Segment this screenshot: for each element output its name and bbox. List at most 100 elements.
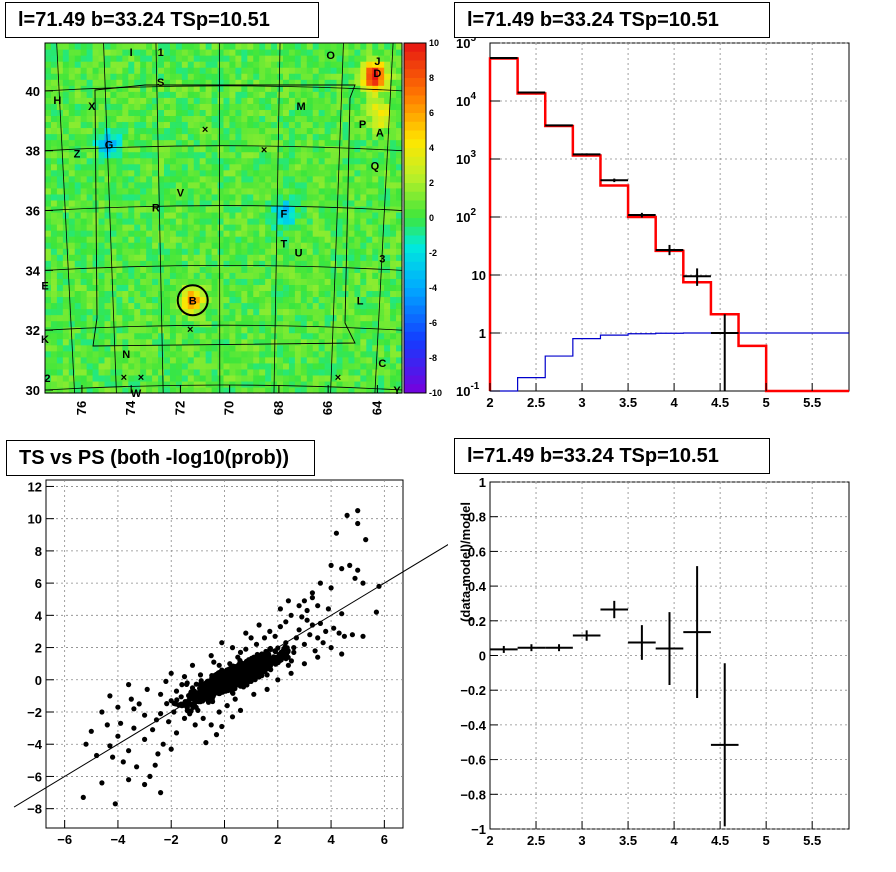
heatmap-cell [324, 103, 332, 110]
heatmap-cell [92, 254, 100, 261]
heatmap-cell [104, 224, 112, 231]
heatmap-cell [146, 278, 153, 285]
heatmap-cell [146, 350, 153, 358]
heatmap-cell [271, 103, 278, 110]
heatmap-cell [50, 187, 58, 195]
heatmap-cell [62, 121, 70, 129]
heatmap-cell [134, 224, 141, 231]
heatmap-cell [146, 332, 153, 340]
heatmap-cell [187, 380, 195, 388]
heatmap-cell [140, 67, 147, 74]
heatmap-cell [146, 344, 153, 352]
heatmap-cell [169, 242, 177, 249]
heatmap-cell [277, 272, 284, 279]
heatmap-cell [110, 145, 117, 153]
heatmap-cell [300, 211, 308, 219]
heatmap-cell [158, 55, 165, 62]
heatmap-cell [104, 55, 112, 62]
heatmap-cell [217, 290, 225, 298]
heatmap-cell [241, 157, 248, 165]
heatmap-cell [92, 356, 100, 364]
heatmap-cell [348, 193, 355, 201]
heatmap-cell [92, 386, 100, 394]
heatmap-cell [294, 103, 302, 110]
heatmap-cell [169, 133, 177, 141]
heatmap-cell [253, 350, 260, 358]
heatmap-cell [175, 284, 183, 292]
heatmap-cell [74, 151, 82, 159]
heatmap-cell [205, 67, 213, 74]
heatmap-cell [360, 115, 367, 123]
heatmap-cell [205, 139, 213, 147]
heatmap-cell [45, 61, 52, 68]
heatmap-cell [384, 332, 391, 340]
heatmap-cell [223, 284, 231, 292]
heatmap-cell [312, 230, 320, 237]
heatmap-cell [187, 193, 195, 201]
heatmap-cell [68, 49, 76, 56]
heatmap-cell [360, 380, 367, 388]
heatmap-cell [158, 260, 165, 267]
heatmap-cell [158, 67, 165, 74]
heatmap-cell [223, 49, 231, 56]
heatmap-cell [128, 272, 135, 279]
heatmap-cell [205, 344, 213, 352]
heatmap-cell [306, 302, 314, 310]
heatmap-cell [318, 109, 326, 117]
heatmap-cell [336, 199, 344, 207]
map-panel: I 1 O J D S H X M P A G Z Q V R F T U 3 E B L K N C 2 W Y × × × × × × 76 74 7… [0, 0, 448, 436]
heatmap-cell [116, 326, 123, 334]
heatmap-cell [277, 187, 284, 195]
heatmap-cell [247, 73, 254, 80]
heatmap-cell [229, 314, 236, 322]
heatmap-cell [294, 61, 302, 68]
heatmap-cell [205, 121, 213, 129]
heatmap-cell [205, 218, 213, 225]
heatmap-cell [324, 199, 332, 207]
heatmap-cell [74, 218, 82, 225]
heatmap-cell [199, 368, 207, 376]
heatmap-cell [104, 248, 112, 255]
heatmap-cell [354, 193, 361, 201]
heatmap-cell [140, 61, 147, 68]
heatmap-cell [187, 332, 195, 340]
heatmap-cell [104, 254, 112, 261]
heatmap-cell [390, 224, 397, 231]
heatmap-cell [235, 230, 242, 237]
heatmap-cell [169, 320, 177, 328]
background-model-histogram [490, 332, 849, 392]
heatmap-cell [223, 386, 231, 394]
heatmap-cell [164, 338, 171, 346]
heatmap-cell [390, 151, 397, 159]
heatmap-cell [259, 362, 266, 370]
heatmap-cell [217, 187, 225, 195]
heatmap-cell [80, 205, 88, 213]
heatmap-cell [277, 302, 284, 310]
heatmap-cell [366, 97, 373, 104]
heatmap-cell [294, 109, 302, 117]
heatmap-cell [241, 139, 248, 147]
heatmap-cell [229, 218, 236, 225]
heatmap-cell [396, 55, 403, 62]
heatmap-cell [330, 278, 338, 285]
heatmap-cell [56, 199, 64, 207]
heatmap-cell [390, 302, 397, 310]
heatmap-cell [384, 157, 391, 165]
heatmap-cell [360, 151, 367, 159]
heatmap-cell [62, 302, 70, 310]
heatmap-cell [140, 242, 147, 249]
colorbar-tick-label: 0 [429, 213, 434, 223]
heatmap-cell [169, 49, 177, 56]
heatmap-cell [283, 368, 290, 376]
heatmap-cell [187, 139, 195, 147]
heatmap-cell [294, 127, 302, 135]
heatmap-cell [342, 145, 350, 153]
heatmap-cell [116, 109, 123, 117]
heatmap-cell [366, 332, 373, 340]
heatmap-cell [86, 272, 94, 279]
heatmap-cell [146, 205, 153, 213]
heatmap-cell [265, 109, 272, 117]
